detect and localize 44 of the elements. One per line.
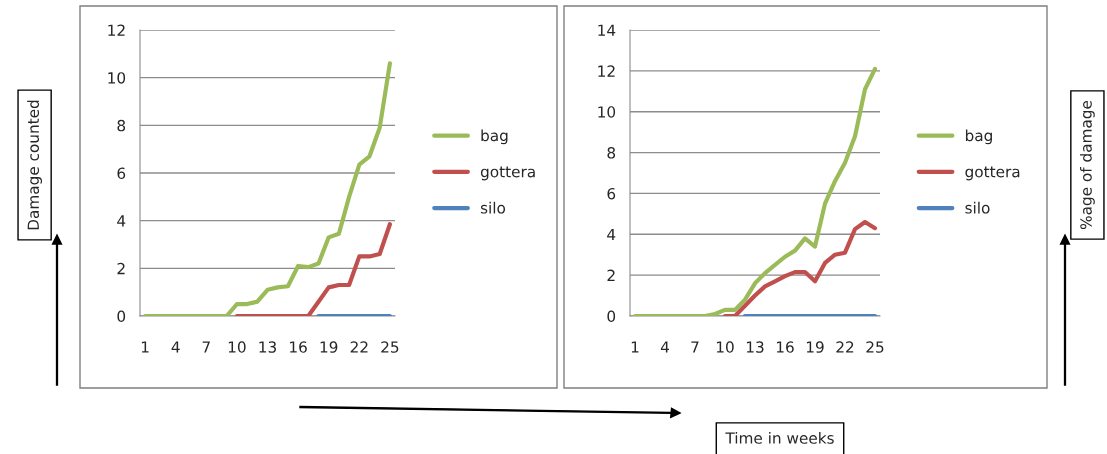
y-tick-label: 4 <box>607 228 616 241</box>
y-tick-label: 6 <box>117 167 126 180</box>
legend-label: silo <box>480 201 506 214</box>
legend-label: gottera <box>480 166 535 181</box>
x-tick-label: 4 <box>660 341 669 353</box>
x-tick-label: 1 <box>631 341 639 353</box>
line-series <box>722 219 878 316</box>
x-tick-label: 22 <box>836 341 854 353</box>
legend-label: bag <box>481 129 508 145</box>
x-tick-label: 25 <box>381 341 399 353</box>
y-tick-label: 8 <box>607 147 616 159</box>
x-tick-label: 7 <box>202 341 210 353</box>
y-axis-title: %age of damage <box>1080 100 1095 230</box>
x-tick-label: 16 <box>776 341 794 353</box>
x-tick-label: 13 <box>746 341 764 353</box>
y-tick-label: 12 <box>598 65 615 77</box>
x-axis-title: Time in weeks <box>725 432 834 444</box>
x-tick-label: 10 <box>228 341 246 353</box>
y-tick-label: 0 <box>117 310 126 323</box>
x-tick-label: 7 <box>691 341 699 353</box>
x-tick-label: 13 <box>259 341 276 353</box>
y-tick-label: 10 <box>598 106 616 118</box>
x-tick-label: 16 <box>290 341 307 353</box>
x-tick-label: 19 <box>806 341 824 353</box>
y-tick-label: 4 <box>117 215 126 227</box>
x-tick-label: 10 <box>716 341 734 353</box>
y-tick-label: 2 <box>117 262 125 275</box>
y-tick-label: 8 <box>117 119 126 132</box>
y-tick-label: 0 <box>607 310 616 323</box>
x-tick-label: 25 <box>866 341 884 353</box>
legend-label: silo <box>965 201 990 214</box>
x-tick-label: 19 <box>320 341 338 353</box>
x-tick-label: 22 <box>350 341 368 353</box>
y-tick-label: 12 <box>108 24 125 36</box>
legend-label: gottera <box>965 166 1020 181</box>
y-axis-title: Damage counted <box>27 100 42 230</box>
y-tick-label: 2 <box>607 269 615 281</box>
legend-label: bag <box>965 129 992 145</box>
x-tick-label: 4 <box>171 341 180 353</box>
y-tick-label: 14 <box>598 24 616 36</box>
y-tick-label: 6 <box>607 187 616 200</box>
y-tick-label: 10 <box>108 72 126 84</box>
line-series <box>234 222 392 316</box>
x-tick-label: 1 <box>141 341 149 353</box>
